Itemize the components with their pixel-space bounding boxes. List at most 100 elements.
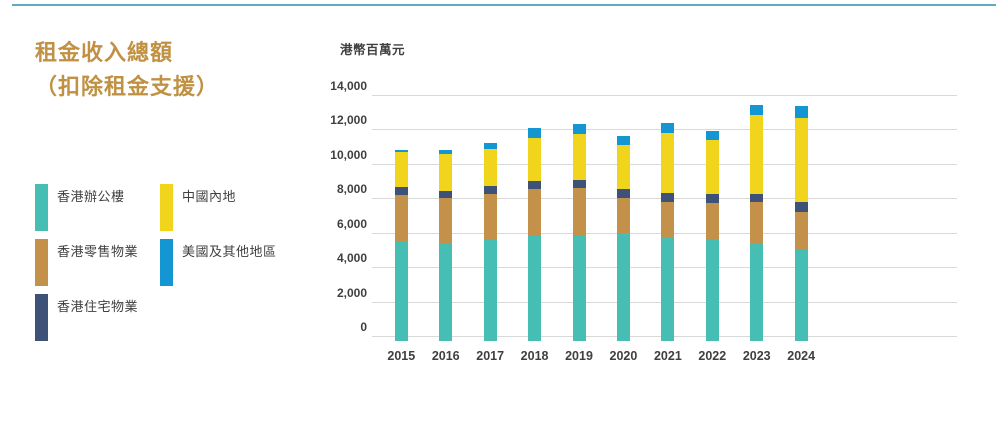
bar-segment (483, 239, 497, 341)
gridline (372, 95, 957, 96)
y-axis-tick-label: 4,000 (336, 251, 367, 266)
bar-segment (528, 138, 542, 181)
bar-segment (661, 122, 675, 133)
bar-segment (750, 105, 764, 116)
bar-segment (616, 198, 630, 234)
bar-segment (439, 150, 453, 154)
bar-group (794, 106, 808, 341)
bar-segment (750, 193, 764, 203)
bar-group (439, 150, 453, 341)
bar-segment (572, 188, 586, 236)
plot-area: 0 2,000 4,000 6,000 8,000 10,000 12,000 14,000 2… (330, 79, 957, 363)
bar-group (572, 123, 586, 341)
bar-group (616, 135, 630, 341)
bar-group (528, 127, 542, 341)
x-axis-label: 2019 (565, 349, 593, 363)
bar-segment (528, 180, 542, 190)
bar-segment (483, 194, 497, 240)
y-axis-tick-label: 10,000 (330, 147, 367, 162)
x-axis-label: 2022 (698, 349, 727, 363)
bar-segment (705, 140, 719, 195)
legend-item: 香港零售物業 (35, 239, 138, 286)
bar-segment (616, 135, 630, 146)
y-axis-tick-label: 14,000 (330, 79, 367, 93)
x-axis-label: 2023 (742, 349, 771, 363)
x-axis-label: 2021 (653, 349, 682, 363)
top-rule (12, 4, 996, 6)
bar-segment (794, 106, 808, 118)
bar-segment (439, 153, 453, 191)
bar-segment (394, 240, 408, 341)
x-axis-label: 2016 (431, 349, 460, 363)
bar-group (705, 131, 719, 341)
legend-swatch (160, 184, 173, 231)
bar-segment (705, 194, 719, 203)
bar-group (750, 105, 764, 341)
bar-segment (394, 194, 408, 241)
x-axis-label: 2018 (520, 349, 549, 363)
legend-item: 香港住宅物業 (35, 294, 138, 341)
legend-item: 美國及其他地區 (160, 239, 277, 286)
legend-swatch (35, 294, 48, 341)
bar-group (394, 149, 408, 341)
bar-segment (572, 235, 586, 341)
bar-segment (483, 148, 497, 186)
legend-swatch (35, 239, 48, 286)
bar-segment (439, 198, 453, 244)
bar-segment (750, 202, 764, 244)
chart-title-line2: （扣除租金支援） (35, 74, 220, 99)
legend-item: 香港辦公樓 (35, 184, 125, 231)
y-axis-tick-label: 6,000 (336, 216, 367, 231)
bar-group (661, 122, 675, 341)
bar-segment (794, 211, 808, 250)
x-axis-label: 2017 (476, 349, 505, 363)
bar-group (483, 142, 497, 341)
bar-segment (572, 123, 586, 135)
bar-segment (794, 249, 808, 341)
legend-label: 香港零售物業 (57, 244, 139, 259)
legend-item: 中國內地 (160, 184, 236, 231)
bar-segment (661, 237, 675, 341)
legend-swatch (160, 239, 173, 286)
y-axis-unit-label: 港幣百萬元 (340, 43, 406, 57)
bar-segment (705, 239, 719, 341)
y-axis-tick-label: 0 (360, 320, 367, 334)
y-axis-tick-label: 12,000 (330, 113, 367, 128)
bar-segment (572, 179, 586, 189)
x-axis-label: 2020 (609, 349, 638, 363)
bar-segment (394, 187, 408, 195)
bar-segment (794, 117, 808, 203)
bar-segment (705, 131, 719, 141)
bar-segment (750, 115, 764, 194)
bar-segment (616, 189, 630, 199)
legend-label: 中國內地 (182, 189, 237, 204)
bar-segment (439, 190, 453, 199)
bar-segment (483, 142, 497, 149)
bar-segment (794, 202, 808, 212)
bar-segment (705, 202, 719, 240)
bar-segment (439, 243, 453, 341)
bar-segment (750, 243, 764, 341)
y-axis-tick-label: 8,000 (336, 182, 367, 197)
legend-label: 香港辦公樓 (57, 189, 125, 204)
legend-label: 美國及其他地區 (182, 244, 277, 259)
bar-segment (528, 127, 542, 139)
bar-segment (483, 185, 497, 195)
bar-segment (661, 193, 675, 203)
bar-segment (572, 134, 586, 180)
bar-segment (394, 149, 408, 152)
bar-segment (528, 235, 542, 341)
bar-segment (616, 233, 630, 341)
x-axis-label: 2015 (387, 349, 416, 363)
bar-segment (661, 132, 675, 194)
y-axis-tick-label: 2,000 (336, 285, 367, 300)
chart-title-line1: 租金收入總額 (35, 40, 174, 65)
legend-label: 香港住宅物業 (57, 299, 139, 314)
chart-title: 租金收入總額 （扣除租金支援） (35, 36, 219, 104)
bar-segment (394, 151, 408, 188)
legend-swatch (35, 184, 48, 231)
bar-segment (528, 189, 542, 236)
bar-segment (616, 145, 630, 190)
bar-segment (661, 202, 675, 238)
